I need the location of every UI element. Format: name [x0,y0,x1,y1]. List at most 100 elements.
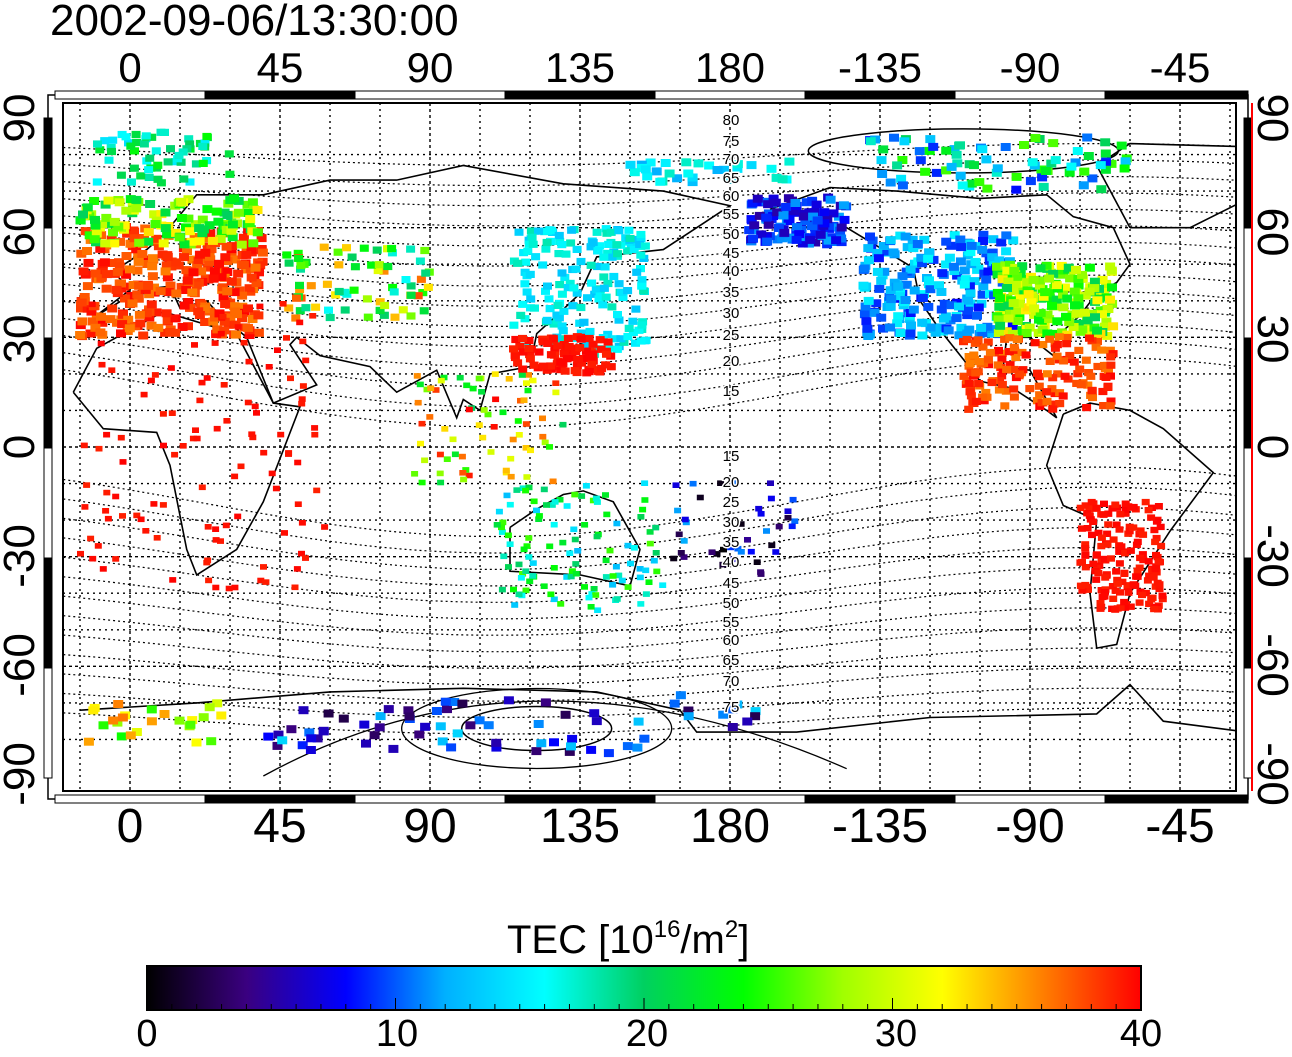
tec-pixel [295,281,304,289]
contour-label: 50 [723,595,740,612]
tec-pixel [636,265,645,273]
tec-pixel [689,480,697,487]
tec-pixel [561,250,571,258]
tec-pixel [525,484,533,491]
tec-pixel [936,288,947,296]
tec-pixel [517,575,525,581]
tec-pixel [103,431,111,438]
tec-pixel [1103,541,1112,548]
tec-pixel [1012,336,1022,344]
contour-line [63,307,1236,368]
tec-pixel [526,578,534,585]
tec-pixel [563,574,571,580]
top-tick-label: 0 [118,44,142,91]
tec-pixel [572,289,582,297]
tec-pixel [153,175,163,183]
tec-pixel [165,281,176,290]
tec-pixel [163,158,173,166]
tec-pixel [226,251,237,260]
tec-pixel [863,296,874,305]
tec-pixel [167,365,175,371]
tec-pixel [82,282,93,291]
tec-pixel [1083,525,1092,532]
tec-pixel [460,476,468,483]
tec-pixel [225,170,235,178]
tec-pixel [894,292,905,301]
tec-pixel [293,249,303,257]
contour-line [63,258,1236,307]
tec-pixel [1113,580,1122,587]
tec-pixel [204,524,212,530]
tec-pixel [1052,352,1062,360]
tec-pixel [262,579,270,585]
tec-pixel [309,313,317,319]
tec-pixel [602,350,611,358]
tec-pixel [498,529,506,535]
tec-pixel [116,329,126,338]
tec-pixel [126,142,136,150]
tec-pixel [587,279,597,287]
tec-pixel [443,456,451,462]
tec-pixel [112,267,123,276]
tec-pixel [1051,281,1062,290]
tec-pixel [1089,560,1098,567]
tec-pixel [570,526,578,533]
tec-pixel [133,512,141,519]
tec-pixel [566,742,576,751]
tec-pixel [229,288,240,297]
tec-pixel [499,519,507,526]
tec-pixel [957,181,968,190]
tec-pixel [75,331,86,339]
contour-label: 40 [723,263,740,280]
tec-pixel [1109,595,1118,602]
tec-pixel [772,208,783,217]
tec-pixel [146,705,157,714]
tec-pixel [1003,277,1014,286]
tec-pixel [503,492,511,499]
tec-pixel [493,522,501,528]
tec-pixel [962,335,972,344]
tec-pixel [1111,606,1120,613]
tec-pixel [1096,185,1107,194]
tec-pixel [986,329,997,338]
tec-pixel [294,254,304,262]
tec-pixel [1045,335,1055,343]
tec-pixel [541,287,550,295]
tec-pixel [291,314,301,322]
tec-pixel [129,234,140,243]
tec-pixel [109,217,120,226]
tec-pixel [524,387,532,394]
tec-pixel [1097,310,1107,319]
tec-pixel [928,142,939,151]
tec-pixel [1009,344,1019,352]
tec-pixel [161,309,172,318]
tec-pixel [104,515,112,522]
tec-pixel [1082,133,1093,142]
tec-pixel [1135,599,1144,606]
tec-pixel [757,569,765,575]
tec-pixel [415,257,425,265]
tec-pixel [220,253,231,262]
tec-pixel [1079,167,1090,176]
tec-pixel [375,712,386,721]
tec-pixel [888,248,899,257]
tec-pixel [1014,312,1025,321]
tec-pixel [359,720,370,729]
tec-pixel [1005,361,1015,369]
tec-pixel [1003,272,1014,280]
tec-pixel [553,342,563,350]
tec-pixel [1073,319,1084,328]
tec-pixel [144,290,155,299]
tec-pixel [319,243,329,251]
contour-line [63,159,1236,187]
tec-pixel [737,549,745,555]
tec-pixel [111,285,122,294]
tec-pixel [334,261,344,269]
tec-pixel [1039,321,1050,330]
tec-pixel [137,250,148,258]
contour-line [63,466,1236,538]
tec-pixel [157,250,168,259]
left-border-bar [43,227,53,339]
tec-pixel [174,716,185,725]
tec-pixel [1106,353,1116,361]
